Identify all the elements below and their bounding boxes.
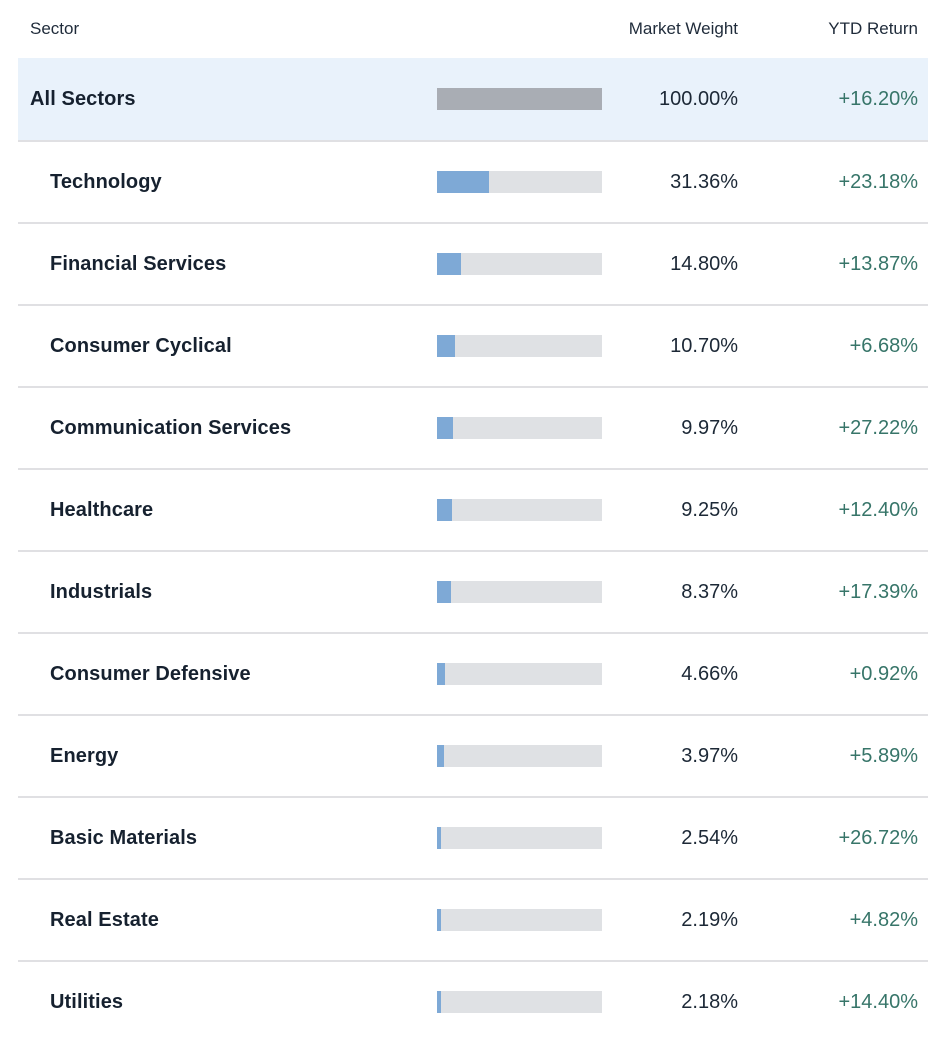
market-weight-value: 14.80%: [670, 252, 738, 275]
table-row-consumer-cyclical[interactable]: Consumer Cyclical 10.70% +6.68%: [18, 304, 928, 386]
table-row-all-sectors[interactable]: All Sectors 100.00% +16.20%: [18, 58, 928, 140]
ytd-return-value: +13.87%: [838, 252, 918, 275]
market-weight-bar-fill: [437, 745, 444, 767]
market-weight-bar-fill: [437, 827, 442, 849]
ytd-return-value: +5.89%: [849, 744, 918, 767]
market-weight-value: 9.25%: [681, 498, 738, 521]
market-weight-value: 2.54%: [681, 826, 738, 849]
table-body: All Sectors 100.00% +16.20% Technology 3…: [18, 58, 928, 1042]
ytd-return-value: +14.40%: [838, 990, 918, 1013]
market-weight-bar-fill: [437, 499, 453, 521]
market-weight-bar-track: [437, 253, 602, 275]
table-row-consumer-defensive[interactable]: Consumer Defensive 4.66% +0.92%: [18, 632, 928, 714]
sector-name: Consumer Cyclical: [50, 334, 232, 357]
ytd-return-value: +26.72%: [838, 826, 918, 849]
market-weight-value: 8.37%: [681, 580, 738, 603]
sector-name: Healthcare: [50, 498, 154, 521]
table-row-basic-materials[interactable]: Basic Materials 2.54% +26.72%: [18, 796, 928, 878]
market-weight-bar-fill: [437, 253, 462, 275]
market-weight-value: 100.00%: [659, 87, 738, 110]
market-weight-value: 4.66%: [681, 662, 738, 685]
market-weight-bar-track: [437, 499, 602, 521]
market-weight-bar-fill: [437, 581, 451, 603]
ytd-return-value: +6.68%: [849, 334, 918, 357]
market-weight-bar-track: [437, 991, 602, 1013]
sector-name: All Sectors: [30, 87, 136, 110]
sector-name: Energy: [50, 744, 119, 767]
market-weight-bar-track: [437, 827, 602, 849]
market-weight-bar-fill: [437, 88, 602, 110]
ytd-return-value: +17.39%: [838, 580, 918, 603]
ytd-return-value: +16.20%: [838, 87, 918, 110]
market-weight-bar-track: [437, 88, 602, 110]
market-weight-value: 2.19%: [681, 908, 738, 931]
ytd-return-value: +12.40%: [838, 498, 918, 521]
sector-name: Communication Services: [50, 416, 292, 439]
market-weight-value: 31.36%: [670, 170, 738, 193]
column-header-ytd-return: YTD Return: [828, 19, 918, 38]
ytd-return-value: +23.18%: [838, 170, 918, 193]
sector-name: Technology: [50, 170, 162, 193]
table-row-utilities[interactable]: Utilities 2.18% +14.40%: [18, 960, 928, 1042]
market-weight-bar-track: [437, 171, 602, 193]
market-weight-bar-fill: [437, 991, 441, 1013]
market-weight-value: 10.70%: [670, 334, 738, 357]
table-header-row: Sector Market Weight YTD Return: [18, 0, 928, 58]
market-weight-value: 3.97%: [681, 744, 738, 767]
table-row-healthcare[interactable]: Healthcare 9.25% +12.40%: [18, 468, 928, 550]
sector-name: Real Estate: [50, 908, 159, 931]
market-weight-bar-fill: [437, 171, 489, 193]
market-weight-value: 9.97%: [681, 416, 738, 439]
ytd-return-value: +27.22%: [838, 416, 918, 439]
market-weight-bar-fill: [437, 663, 445, 685]
market-weight-bar-track: [437, 909, 602, 931]
table-row-industrials[interactable]: Industrials 8.37% +17.39%: [18, 550, 928, 632]
sector-name: Industrials: [50, 580, 153, 603]
market-weight-value: 2.18%: [681, 990, 738, 1013]
table-row-communication-services[interactable]: Communication Services 9.97% +27.22%: [18, 386, 928, 468]
ytd-return-value: +0.92%: [849, 662, 918, 685]
market-weight-bar-track: [437, 335, 602, 357]
market-weight-bar-track: [437, 581, 602, 603]
sector-name: Utilities: [50, 990, 124, 1013]
market-weight-bar-fill: [437, 909, 441, 931]
sector-name: Financial Services: [50, 252, 227, 275]
column-header-market-weight: Market Weight: [628, 19, 738, 38]
market-weight-bar-track: [437, 417, 602, 439]
table-row-technology[interactable]: Technology 31.36% +23.18%: [18, 140, 928, 222]
table-row-real-estate[interactable]: Real Estate 2.19% +4.82%: [18, 878, 928, 960]
sector-name: Consumer Defensive: [50, 662, 251, 685]
sector-name: Basic Materials: [50, 826, 198, 849]
ytd-return-value: +4.82%: [849, 908, 918, 931]
market-weight-bar-track: [437, 663, 602, 685]
market-weight-bar-track: [437, 745, 602, 767]
column-header-sector: Sector: [30, 19, 80, 38]
table-row-financial-services[interactable]: Financial Services 14.80% +13.87%: [18, 222, 928, 304]
table-row-energy[interactable]: Energy 3.97% +5.89%: [18, 714, 928, 796]
market-weight-bar-fill: [437, 417, 454, 439]
market-weight-bar-fill: [437, 335, 455, 357]
